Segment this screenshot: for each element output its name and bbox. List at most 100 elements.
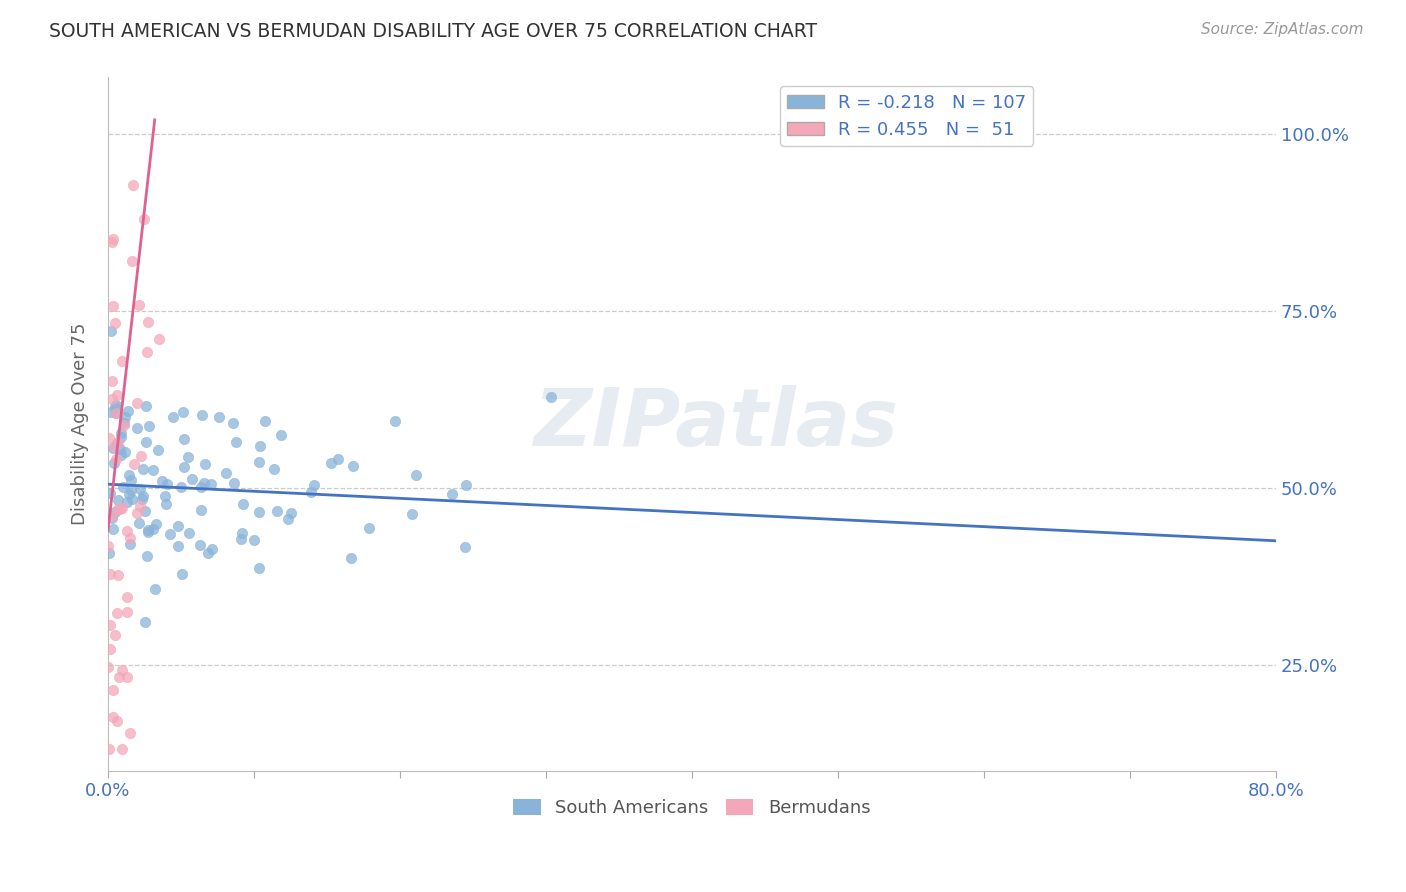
Point	[243, 533, 266, 548]
Point	[107, 502, 129, 516]
Point	[118, 467, 141, 482]
Point	[132, 489, 155, 503]
Point	[145, 516, 167, 531]
Point	[254, 414, 277, 428]
Point	[201, 542, 224, 557]
Point	[136, 523, 159, 537]
Point	[156, 477, 179, 491]
Point	[162, 410, 184, 425]
Point	[148, 442, 170, 457]
Point	[98, 742, 121, 756]
Point	[454, 540, 477, 554]
Point	[104, 406, 127, 420]
Point	[114, 444, 136, 458]
Point	[120, 483, 142, 497]
Point	[100, 325, 122, 339]
Point	[277, 512, 299, 526]
Point	[136, 524, 159, 539]
Point	[120, 537, 142, 551]
Point	[159, 527, 181, 541]
Point	[222, 475, 245, 490]
Point	[101, 509, 124, 524]
Point	[155, 497, 177, 511]
Point	[263, 462, 285, 476]
Point	[247, 560, 270, 574]
Point	[105, 714, 128, 728]
Point	[197, 546, 219, 560]
Point	[357, 521, 380, 535]
Point	[193, 475, 215, 490]
Point	[104, 505, 127, 519]
Point	[112, 417, 135, 432]
Point	[191, 408, 214, 422]
Point	[128, 516, 150, 530]
Point	[150, 474, 173, 488]
Point	[105, 406, 128, 420]
Point	[135, 344, 157, 359]
Point	[129, 449, 152, 463]
Point	[111, 353, 134, 368]
Point	[125, 506, 148, 520]
Point	[128, 298, 150, 312]
Point	[107, 436, 129, 450]
Point	[98, 431, 121, 445]
Point	[249, 439, 271, 453]
Point	[97, 539, 120, 553]
Point	[107, 567, 129, 582]
Point	[169, 480, 191, 494]
Point	[134, 504, 156, 518]
Point	[131, 492, 153, 507]
Point	[136, 315, 159, 329]
Point	[173, 432, 195, 446]
Point	[280, 506, 302, 520]
Point	[188, 537, 211, 551]
Point	[247, 505, 270, 519]
Point	[105, 607, 128, 621]
Point	[135, 400, 157, 414]
Point	[142, 522, 165, 536]
Y-axis label: Disability Age Over 75: Disability Age Over 75	[72, 323, 89, 525]
Point	[110, 502, 132, 516]
Text: SOUTH AMERICAN VS BERMUDAN DISABILITY AGE OVER 75 CORRELATION CHART: SOUTH AMERICAN VS BERMUDAN DISABILITY AG…	[49, 22, 817, 41]
Point	[173, 460, 195, 475]
Point	[222, 416, 245, 430]
Point	[342, 458, 364, 473]
Point	[97, 660, 120, 674]
Point	[208, 409, 231, 424]
Point	[454, 478, 477, 492]
Point	[98, 641, 121, 656]
Point	[117, 671, 139, 685]
Point	[101, 392, 124, 406]
Point	[540, 390, 562, 404]
Point	[104, 400, 127, 414]
Point	[122, 457, 145, 471]
Point	[120, 532, 142, 546]
Point	[120, 726, 142, 740]
Point	[181, 472, 204, 486]
Point	[134, 615, 156, 629]
Point	[231, 525, 253, 540]
Point	[129, 482, 152, 496]
Point	[328, 451, 350, 466]
Point	[266, 504, 288, 518]
Point	[101, 235, 124, 249]
Point	[127, 421, 149, 435]
Point	[115, 591, 138, 605]
Point	[405, 468, 427, 483]
Point	[103, 299, 125, 313]
Point	[107, 435, 129, 450]
Point	[101, 374, 124, 388]
Point	[143, 582, 166, 597]
Point	[135, 549, 157, 563]
Point	[177, 526, 200, 541]
Point	[121, 178, 143, 192]
Point	[110, 425, 132, 440]
Point	[117, 524, 139, 538]
Point	[103, 628, 125, 642]
Point	[121, 491, 143, 506]
Point	[117, 404, 139, 418]
Point	[142, 463, 165, 477]
Point	[112, 416, 135, 430]
Point	[384, 415, 406, 429]
Point	[103, 456, 125, 470]
